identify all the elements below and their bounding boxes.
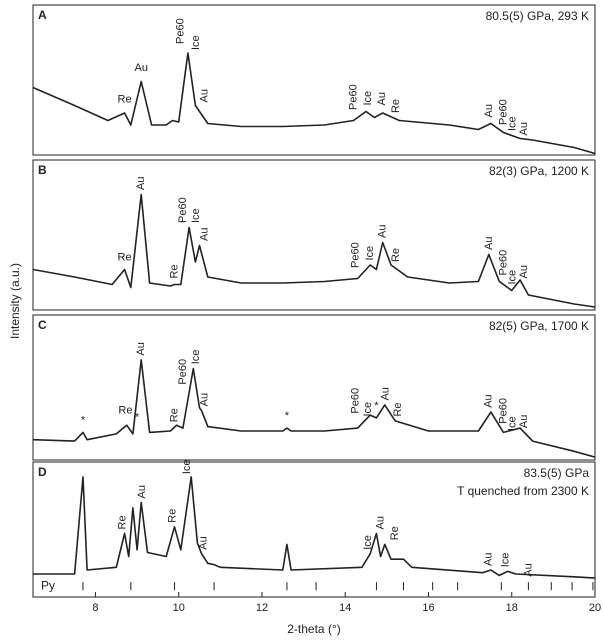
pattern-curve: [32, 193, 596, 308]
x-axis-title: 2-theta (°): [287, 622, 340, 636]
peak-label: Ice: [190, 208, 202, 223]
peak-label: Au: [483, 104, 495, 117]
peak-label: Re: [116, 515, 128, 529]
panel-condition: 82(3) GPa, 1200 K: [489, 164, 589, 178]
peak-label: Pe60: [497, 250, 509, 276]
peak-label: Au: [198, 393, 210, 406]
peak-label: Au: [518, 122, 530, 135]
x-tick-label: 18: [506, 602, 518, 614]
peak-label: Au: [376, 92, 388, 105]
peak-label: Ice: [181, 459, 193, 474]
y-axis-title: Intensity (a.u.): [8, 263, 22, 339]
x-tick-label: 12: [256, 602, 268, 614]
peak-label: Au: [135, 62, 148, 74]
peak-label: Re: [166, 509, 178, 523]
peak-label: Re: [118, 93, 132, 105]
peak-label: Re: [118, 404, 132, 416]
peak-label: Au: [377, 225, 389, 238]
x-tick-label: 8: [92, 602, 98, 614]
peak-label: Pe60: [350, 388, 362, 414]
pattern-curve: [32, 359, 596, 458]
x-tick-label: 10: [173, 602, 185, 614]
panel-frame: [32, 159, 596, 311]
peak-label: *: [374, 400, 379, 412]
panel-label: C: [38, 318, 47, 332]
peak-label: Pe60: [177, 359, 189, 385]
peak-label: Au: [375, 516, 387, 529]
panel-condition: T quenched from 2300 K: [457, 484, 589, 498]
peak-label: Au: [135, 177, 147, 190]
peak-label: Ice: [506, 416, 518, 431]
peak-label: Au: [380, 387, 392, 400]
peak-label: *: [285, 410, 290, 422]
peak-label: Au: [522, 563, 534, 576]
peak-label: Re: [168, 264, 180, 278]
peak-label: Au: [198, 89, 210, 102]
peak-label: Pe60: [497, 398, 509, 424]
peak-label: Au: [483, 394, 495, 407]
pattern-curve: [33, 476, 596, 579]
peak-label: Au: [135, 342, 147, 355]
panel-label: B: [38, 163, 47, 177]
peak-label: *: [135, 412, 140, 424]
pattern-curve: [32, 52, 596, 155]
peak-label: Au: [198, 536, 210, 549]
peak-label: Pe60: [175, 18, 187, 44]
peak-label: Pe60: [350, 242, 362, 268]
peak-label: Ice: [362, 535, 374, 550]
x-tick-label: 20: [589, 602, 601, 614]
panel-label: D: [38, 465, 47, 479]
peak-label: Pe60: [347, 84, 359, 110]
peak-label: Pe60: [177, 197, 189, 223]
peak-label: Ice: [190, 350, 202, 365]
x-tick-label: 16: [422, 602, 434, 614]
peak-label: Ice: [364, 246, 376, 261]
peak-label: Re: [389, 526, 401, 540]
peak-label: Au: [483, 552, 495, 565]
peak-label: Ice: [499, 553, 511, 568]
panel-condition: 82(5) GPa, 1700 K: [489, 319, 589, 333]
panel-condition: 80.5(5) GPa, 293 K: [486, 9, 589, 23]
x-tick-label: 14: [339, 602, 351, 614]
panel-label: A: [38, 8, 47, 22]
reference-label: Py: [41, 578, 55, 592]
peak-label: Ice: [362, 402, 374, 417]
peak-label: Au: [198, 228, 210, 241]
peak-label: Pe60: [497, 99, 509, 125]
peak-label: Re: [390, 99, 402, 113]
panel-frame: [32, 4, 596, 156]
peak-label: Au: [518, 415, 530, 428]
panel-frame: [32, 461, 596, 598]
peak-label: Ice: [506, 116, 518, 131]
peak-label: Au: [483, 237, 495, 250]
peak-label: Au: [136, 485, 148, 498]
peak-label: Ice: [190, 35, 202, 50]
peak-label: Re: [118, 251, 132, 263]
peak-label: Re: [390, 248, 402, 262]
peak-label: Ice: [506, 270, 518, 285]
peak-label: Re: [392, 402, 404, 416]
panel-frame: [32, 314, 596, 461]
peak-label: Au: [518, 265, 530, 278]
peak-label: Re: [168, 408, 180, 422]
peak-label: Ice: [362, 91, 374, 106]
peak-label: *: [81, 415, 86, 427]
panel-condition: 83.5(5) GPa: [524, 466, 590, 480]
